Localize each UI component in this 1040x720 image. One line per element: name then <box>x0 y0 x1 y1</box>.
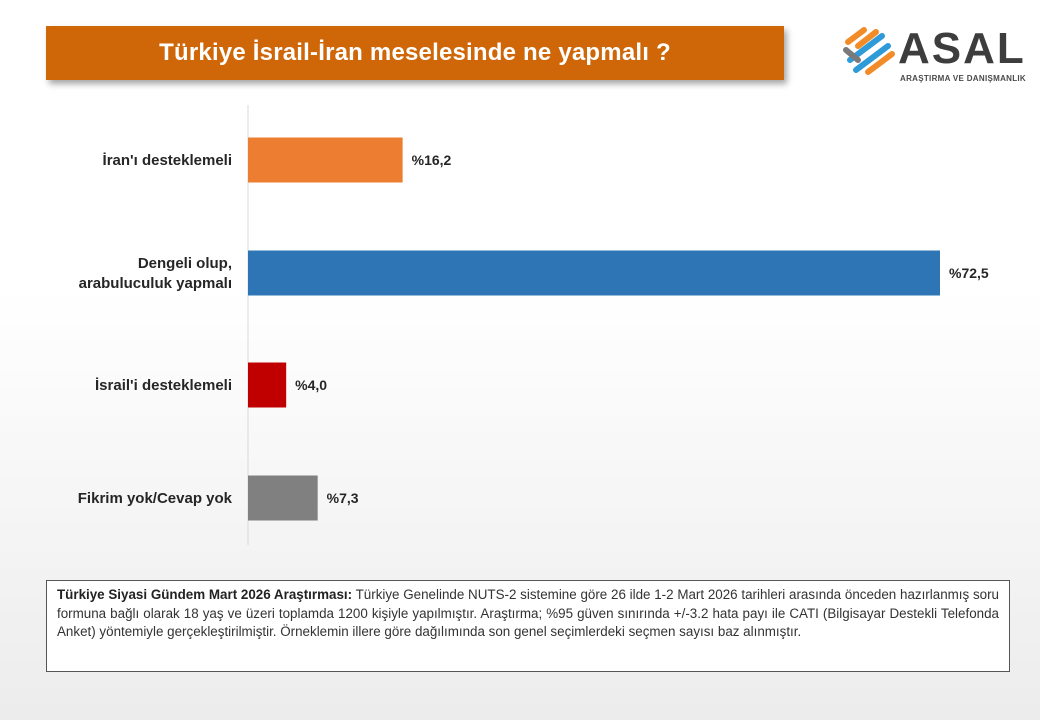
value-label-1: %72,5 <box>949 265 989 281</box>
methodology-note: Türkiye Siyasi Gündem Mart 2026 Araştırm… <box>46 580 1010 672</box>
value-label-2: %4,0 <box>295 377 327 393</box>
category-label-2-0: İsrail'i desteklemeli <box>95 377 232 394</box>
category-label-0-0: İran'ı desteklemeli <box>103 152 232 169</box>
note-heading: Türkiye Siyasi Gündem Mart 2026 Araştırm… <box>57 587 353 602</box>
asal-logo-mark-icon <box>843 27 895 75</box>
category-label-1-0: Dengeli olup, <box>138 255 232 272</box>
bar-2 <box>248 362 287 408</box>
logo-word: ASAL <box>898 24 1026 73</box>
bar-1 <box>248 250 940 296</box>
title-banner: Türkiye İsrail-İran meselesinde ne yapma… <box>46 26 784 80</box>
value-label-3: %7,3 <box>327 490 359 506</box>
value-label-0: %16,2 <box>412 152 452 168</box>
category-label-3-0: Fikrim yok/Cevap yok <box>78 490 233 507</box>
note-text: Türkiye Genelinde NUTS-2 sistemine göre … <box>57 587 1000 640</box>
bar-chart: İran'ı desteklemeli %16,2 Dengeli olup, ara… <box>78 105 989 545</box>
bar-3 <box>248 475 318 521</box>
chart-title: Türkiye İsrail-İran meselesinde ne yapma… <box>159 39 671 66</box>
category-label-1-1: arabuluculuk yapmalı <box>79 275 232 292</box>
asal-logo: ASAL ARAŞTIRMA VE DANIŞMANLIK <box>842 24 1032 88</box>
bar-0 <box>248 137 403 183</box>
logo-subtitle: ARAŞTIRMA VE DANIŞMANLIK <box>900 74 1027 83</box>
